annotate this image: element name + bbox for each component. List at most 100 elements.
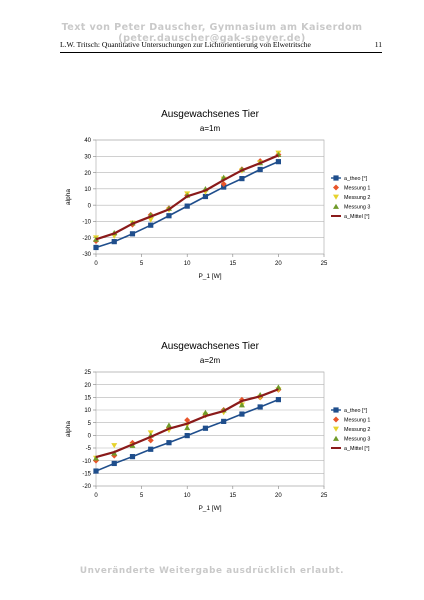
y-tick-label: -30 bbox=[82, 252, 91, 258]
chart-subtitle: a=2m bbox=[200, 356, 221, 365]
bottom-banner: Unveränderte Weitergabe ausdrücklich erl… bbox=[79, 566, 345, 576]
y-tick-label: -5 bbox=[86, 446, 92, 452]
series-a-mittel bbox=[95, 154, 279, 241]
x-tick-label: 10 bbox=[184, 261, 191, 267]
plot-area bbox=[95, 139, 325, 255]
y-axis-label: alpha bbox=[65, 421, 72, 437]
data-point-messung-1 bbox=[147, 437, 154, 444]
legend-label: a_Mittel [°] bbox=[344, 214, 370, 220]
data-point-a-theo bbox=[111, 239, 117, 245]
x-tick-label: 25 bbox=[321, 493, 328, 499]
data-point-a-theo bbox=[257, 166, 263, 173]
page-number: 11 bbox=[374, 40, 382, 49]
data-point-a-theo bbox=[129, 231, 136, 237]
y-tick-label: 5 bbox=[88, 421, 92, 427]
data-point-a-theo bbox=[239, 175, 245, 182]
legend-item: Messung 1 bbox=[333, 416, 370, 424]
legend-item: Messung 2 bbox=[333, 194, 370, 201]
legend-marker-swatch bbox=[333, 435, 339, 441]
series-line-a-mittel bbox=[95, 388, 279, 459]
legend-marker-swatch bbox=[333, 203, 339, 209]
legend-marker-swatch bbox=[333, 407, 339, 413]
data-point-messung-1 bbox=[184, 417, 191, 424]
y-tick-label: -10 bbox=[82, 459, 91, 465]
data-point-a-theo bbox=[275, 397, 281, 403]
data-point-messung-3 bbox=[184, 424, 191, 431]
legend-label: Messung 2 bbox=[344, 427, 370, 433]
data-point-a-theo bbox=[184, 432, 190, 439]
legend: a_theo [°] Messung 1 Messung 2 Messung 3 a_M… bbox=[331, 175, 370, 220]
data-point-a-theo bbox=[221, 184, 227, 190]
legend-label: Messung 3 bbox=[344, 205, 370, 211]
y-tick-label: -10 bbox=[82, 220, 91, 226]
x-tick-label: 0 bbox=[94, 261, 98, 267]
legend-marker-swatch bbox=[333, 416, 339, 423]
data-point-a-theo bbox=[148, 222, 154, 228]
chart-a1m: Ausgewachsenes Tier a=1m -30 -20 -10 0 10 20 30 4… bbox=[65, 109, 370, 280]
chart-a2m: Ausgewachsenes Tier a=2m -20 -15 -10 -5 0 5 10 15… bbox=[65, 341, 370, 512]
data-point-messung-2 bbox=[111, 443, 118, 449]
data-point-a-theo bbox=[148, 446, 154, 452]
legend-item: Messung 2 bbox=[333, 426, 370, 433]
x-axis-label: P_1 [W] bbox=[198, 273, 221, 280]
y-tick-label: 0 bbox=[88, 203, 92, 209]
legend: a_theo [°] Messung 1 Messung 2 Messung 3 a_M… bbox=[331, 407, 370, 452]
legend-item: a_Mittel [°] bbox=[331, 446, 370, 452]
x-axis-label: P_1 [W] bbox=[198, 505, 221, 512]
legend-item: a_Mittel [°] bbox=[331, 214, 370, 220]
data-point-messung-1 bbox=[220, 180, 227, 187]
y-tick-label: 10 bbox=[84, 408, 91, 414]
x-tick-label: 5 bbox=[140, 493, 144, 499]
y-tick-label: 25 bbox=[84, 370, 91, 376]
x-tick-label: 5 bbox=[140, 261, 144, 267]
legend-marker-swatch bbox=[333, 194, 339, 200]
data-point-messung-3 bbox=[165, 422, 172, 428]
y-tick-label: -20 bbox=[82, 236, 91, 242]
data-point-a-theo bbox=[93, 468, 99, 474]
legend-label: Messung 2 bbox=[344, 195, 370, 201]
legend-item: Messung 1 bbox=[333, 184, 370, 192]
legend-label: a_Mittel [°] bbox=[344, 446, 370, 452]
y-tick-label: -15 bbox=[82, 472, 91, 478]
y-tick-label: 0 bbox=[88, 434, 92, 440]
legend-label: a_theo [°] bbox=[344, 176, 368, 182]
data-point-messung-3 bbox=[202, 409, 209, 415]
x-tick-label: 25 bbox=[321, 261, 328, 267]
data-point-a-theo bbox=[166, 440, 172, 446]
data-point-a-theo bbox=[275, 159, 281, 165]
data-point-a-theo bbox=[257, 404, 263, 410]
legend-marker-swatch bbox=[333, 426, 339, 432]
data-point-a-theo bbox=[239, 411, 245, 417]
legend-item: Messung 3 bbox=[333, 435, 370, 443]
plot-area bbox=[95, 371, 325, 487]
legend-item: a_theo [°] bbox=[331, 175, 368, 182]
x-tick-label: 15 bbox=[229, 493, 236, 499]
series-a-mittel bbox=[95, 388, 279, 459]
chart-title: Ausgewachsenes Tier bbox=[161, 109, 260, 120]
legend-marker-swatch bbox=[333, 175, 339, 181]
series-line-a-mittel bbox=[95, 154, 279, 241]
x-tick-label: 15 bbox=[229, 261, 236, 267]
legend-label: Messung 1 bbox=[344, 186, 370, 192]
legend-marker-swatch bbox=[333, 184, 339, 191]
y-tick-label: 40 bbox=[84, 138, 91, 144]
y-tick-label: 20 bbox=[84, 171, 91, 177]
series-a-theo bbox=[93, 397, 281, 474]
data-point-messung-3 bbox=[238, 402, 245, 408]
data-point-a-theo bbox=[166, 213, 172, 219]
x-tick-label: 20 bbox=[275, 261, 282, 267]
x-tick-label: 0 bbox=[94, 493, 98, 499]
top-banner: Text von Peter Dauscher, Gymnasium am Ka… bbox=[61, 22, 363, 44]
y-tick-label: 10 bbox=[84, 187, 91, 193]
data-point-a-theo bbox=[202, 193, 209, 200]
data-point-a-theo bbox=[93, 244, 99, 251]
data-point-a-theo bbox=[129, 454, 136, 460]
data-point-a-theo bbox=[111, 460, 117, 467]
data-point-a-theo bbox=[221, 418, 227, 424]
data-point-a-theo bbox=[184, 203, 190, 209]
page-header: L.W. Tritsch: Quantitative Untersuchunge… bbox=[60, 38, 382, 53]
legend-label: Messung 1 bbox=[344, 418, 370, 424]
legend-item: Messung 3 bbox=[333, 203, 370, 211]
y-tick-label: 15 bbox=[84, 396, 91, 402]
data-point-messung-3 bbox=[93, 455, 99, 461]
